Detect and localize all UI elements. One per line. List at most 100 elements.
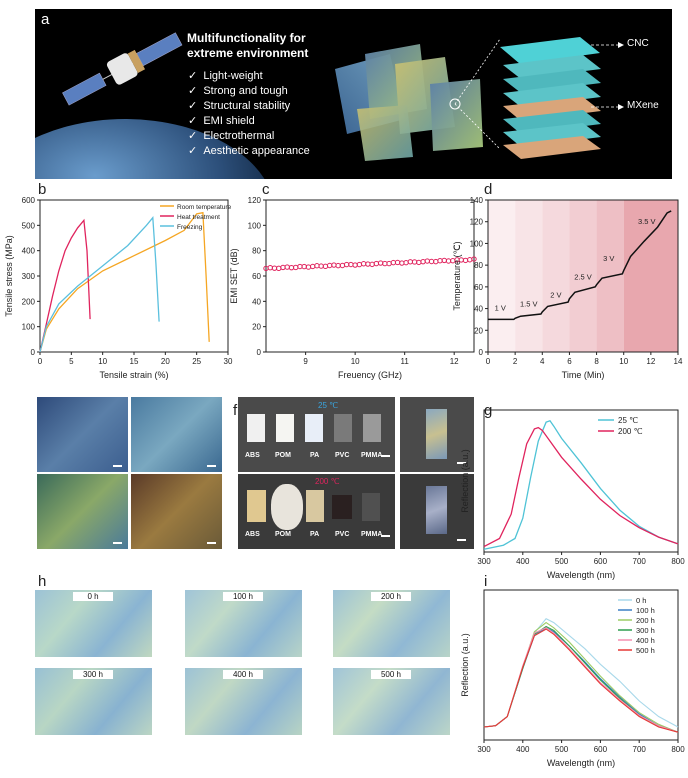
x-tick-label: 12 bbox=[646, 357, 655, 366]
photo-film-bottom bbox=[400, 474, 474, 549]
panel-letter-b: b bbox=[38, 181, 47, 198]
time-label: 500 h bbox=[371, 670, 411, 679]
temp-label-25: 25 ℃ bbox=[318, 401, 339, 410]
data-point bbox=[411, 259, 418, 265]
data-point bbox=[322, 263, 329, 270]
legend-label: 200 ℃ bbox=[618, 427, 643, 436]
data-point bbox=[348, 261, 354, 268]
x-axis-label: Freuency (GHz) bbox=[338, 370, 402, 380]
y-tick-label: 100 bbox=[470, 239, 484, 248]
heading-line-1: Multifunctionality for bbox=[187, 31, 306, 45]
data-point bbox=[297, 263, 303, 270]
voltage-label: 3.5 V bbox=[638, 217, 656, 226]
film-sample bbox=[426, 486, 447, 534]
x-tick-label: 0 bbox=[486, 357, 491, 366]
data-point bbox=[390, 259, 397, 266]
data-point bbox=[326, 262, 333, 269]
scale-bar bbox=[457, 539, 466, 541]
y-tick-label: 80 bbox=[252, 247, 261, 256]
plot-frame bbox=[39, 199, 229, 353]
panel-a-heading: Multifunctionality for extreme environme… bbox=[187, 31, 308, 61]
data-point bbox=[424, 258, 431, 264]
data-point bbox=[433, 258, 439, 265]
feature-item: ✓ Structural stability bbox=[188, 100, 291, 112]
y-tick-label: 300 bbox=[22, 272, 36, 281]
panel-a-banner: Multifunctionality for extreme environme… bbox=[35, 9, 672, 179]
panel-letter-a: a bbox=[41, 11, 50, 28]
legend-label: 25 ℃ bbox=[618, 416, 638, 425]
sample-label: POM bbox=[275, 452, 291, 459]
sample-abs bbox=[247, 414, 265, 442]
data-point bbox=[309, 263, 316, 270]
x-tick-label: 10 bbox=[98, 357, 107, 366]
data-point bbox=[416, 259, 422, 266]
x-tick-label: 6 bbox=[567, 357, 572, 366]
sample-pmma bbox=[363, 414, 381, 442]
x-tick-label: 8 bbox=[594, 357, 599, 366]
sample-pom bbox=[276, 414, 294, 442]
micrograph-tile bbox=[131, 474, 222, 549]
sample-label: ABS bbox=[245, 531, 260, 538]
panel-letter-f: f bbox=[233, 402, 238, 419]
data-point bbox=[305, 264, 312, 270]
time-label: 400 h bbox=[223, 670, 263, 679]
aging-photo: 500 h bbox=[333, 668, 450, 735]
micrograph-tile bbox=[37, 397, 128, 472]
y-tick-label: 40 bbox=[252, 297, 261, 306]
series-line-2 bbox=[39, 216, 160, 353]
reflection-temp-chart: 300 400 500 600 700 800 Wavelength (nm) Reflect… bbox=[460, 409, 685, 580]
data-point bbox=[399, 260, 405, 266]
x-tick-label: 300 bbox=[477, 557, 491, 566]
time-label: 300 h bbox=[73, 670, 113, 679]
x-tick-label: 800 bbox=[671, 745, 685, 754]
y-tick-label: 400 bbox=[22, 247, 36, 256]
aging-photo: 0 h bbox=[35, 590, 152, 657]
scale-bar bbox=[381, 535, 390, 537]
data-point bbox=[360, 261, 367, 267]
x-axis-label: Wavelength (nm) bbox=[547, 758, 615, 768]
voltage-label: 2.5 V bbox=[574, 272, 592, 281]
sample-label: ABS bbox=[245, 452, 260, 459]
y-tick-label: 40 bbox=[474, 305, 483, 314]
aging-photo: 400 h bbox=[185, 668, 302, 735]
sample-pa bbox=[305, 414, 323, 442]
sample-label: POM bbox=[275, 531, 291, 538]
temperature-line bbox=[488, 210, 672, 321]
legend-label: 300 h bbox=[636, 626, 655, 635]
sample-label: PA bbox=[310, 452, 320, 459]
data-point bbox=[271, 265, 278, 271]
x-tick-label: 700 bbox=[633, 557, 647, 566]
y-axis-label: EMI SET (dB) bbox=[229, 248, 239, 303]
x-tick-label: 400 bbox=[516, 745, 530, 754]
data-point bbox=[407, 259, 414, 265]
y-tick-label: 200 bbox=[22, 297, 36, 306]
y-tick-label: 0 bbox=[31, 348, 36, 357]
x-tick-label: 11 bbox=[401, 357, 410, 366]
series-line-0 bbox=[39, 211, 210, 353]
data-point bbox=[331, 262, 337, 268]
voltage-band bbox=[488, 200, 516, 352]
data-point bbox=[471, 256, 477, 262]
data-point bbox=[343, 261, 350, 268]
sample-label: PA bbox=[310, 531, 320, 538]
data-point bbox=[335, 262, 341, 269]
legend-label: Freezing bbox=[177, 224, 203, 231]
sample-pa bbox=[306, 490, 324, 522]
x-tick-label: 800 bbox=[671, 557, 685, 566]
sample-abs bbox=[247, 490, 266, 522]
aging-photo: 200 h bbox=[333, 590, 450, 657]
x-tick-label: 400 bbox=[516, 557, 530, 566]
x-tick-label: 9 bbox=[303, 357, 308, 366]
y-axis-label: Reflection (a.u.) bbox=[460, 633, 470, 697]
panel-letter-c: c bbox=[262, 181, 270, 198]
voltage-label: 2 V bbox=[550, 291, 561, 300]
x-tick-label: 10 bbox=[619, 357, 628, 366]
voltage-band bbox=[569, 200, 597, 352]
x-tick-label: 20 bbox=[161, 357, 170, 366]
y-tick-label: 80 bbox=[474, 261, 483, 270]
y-tick-label: 20 bbox=[252, 323, 261, 332]
panel-letter-d: d bbox=[484, 181, 493, 198]
data-point bbox=[288, 264, 295, 271]
earth-image bbox=[35, 119, 265, 179]
